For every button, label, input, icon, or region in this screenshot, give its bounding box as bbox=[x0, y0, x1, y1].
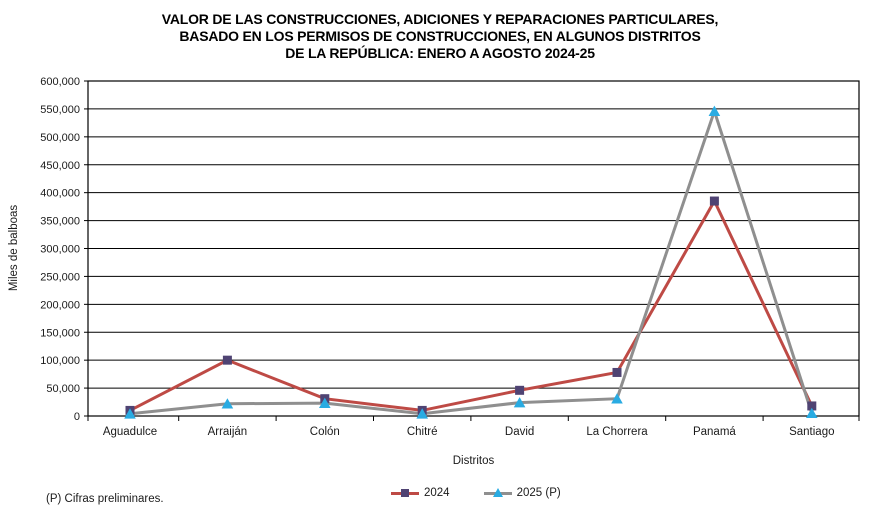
data-point-triangle bbox=[416, 408, 428, 419]
y-tick-label: 200,000 bbox=[40, 299, 80, 311]
y-tick-label: 100,000 bbox=[40, 355, 80, 367]
data-point-square bbox=[222, 355, 232, 365]
y-tick-label: 450,000 bbox=[40, 160, 80, 172]
legend-2025-triangle-swatch bbox=[492, 488, 503, 497]
legend-item-2025: 2025 (P) bbox=[483, 487, 561, 499]
x-category-label: La Chorrera bbox=[586, 426, 648, 438]
y-tick-label: 150,000 bbox=[40, 327, 80, 339]
series-line-2025P bbox=[129, 106, 814, 416]
chart-title: VALOR DE LAS CONSTRUCCIONES, ADICIONES Y… bbox=[0, 11, 880, 62]
data-point-square bbox=[709, 196, 719, 206]
y-tick-label: 500,000 bbox=[40, 132, 80, 144]
x-category-label: David bbox=[505, 426, 534, 438]
y-tick-label: 550,000 bbox=[40, 104, 80, 116]
data-point-triangle bbox=[611, 393, 623, 404]
x-category-label: Aguadulce bbox=[103, 426, 157, 438]
legend-2024-square-line-icon bbox=[391, 487, 419, 499]
x-category-label: Panamá bbox=[693, 426, 736, 438]
data-point-square bbox=[515, 385, 525, 395]
y-tick-label: 350,000 bbox=[40, 216, 80, 228]
x-category-label: Santiago bbox=[789, 426, 834, 438]
data-point-square bbox=[612, 367, 622, 377]
y-tick-label: 0 bbox=[74, 411, 80, 423]
y-tick-label: 400,000 bbox=[40, 188, 80, 200]
footnote: (P) Cifras preliminares. bbox=[46, 493, 164, 505]
legend-2025-triangle-line-icon bbox=[483, 487, 512, 499]
x-category-label: Arraiján bbox=[208, 426, 248, 438]
chart-title-line1: VALOR DE LAS CONSTRUCCIONES, ADICIONES Y… bbox=[161, 11, 719, 27]
chart-title-line3: DE LA REPÚBLICA: ENERO A AGOSTO 2024-25 bbox=[285, 45, 595, 61]
legend: 2024 2025 (P) bbox=[391, 487, 561, 499]
data-point-triangle bbox=[708, 105, 721, 116]
x-category-label: Chitré bbox=[407, 426, 438, 438]
data-point-triangle bbox=[124, 408, 136, 419]
legend-item-2024: 2024 bbox=[391, 487, 450, 499]
legend-2024-label: 2024 bbox=[424, 487, 450, 499]
data-point-triangle bbox=[221, 398, 234, 409]
chart-canvas: 0 50,000 100,000 150,000 200,000 250,000 300,0… bbox=[40, 76, 860, 438]
x-category-label: Colón bbox=[310, 426, 340, 438]
legend-2025-label: 2025 (P) bbox=[516, 487, 561, 499]
x-axis-title: Distritos bbox=[452, 455, 495, 467]
legend-2024-square-swatch bbox=[401, 489, 409, 497]
data-point-square bbox=[807, 401, 817, 411]
y-tick-label: 250,000 bbox=[40, 271, 80, 283]
data-point-triangle bbox=[806, 407, 818, 419]
data-point-triangle bbox=[319, 397, 331, 408]
series-line-2024 bbox=[129, 197, 814, 412]
y-tick-label: 300,000 bbox=[40, 244, 80, 256]
y-tick-label: 600,000 bbox=[40, 76, 80, 88]
chart-title-line2: BASADO EN LOS PERMISOS DE CONSTRUCCIONES… bbox=[179, 28, 701, 44]
y-tick-label: 50,000 bbox=[46, 383, 80, 395]
data-point-triangle bbox=[513, 397, 526, 408]
